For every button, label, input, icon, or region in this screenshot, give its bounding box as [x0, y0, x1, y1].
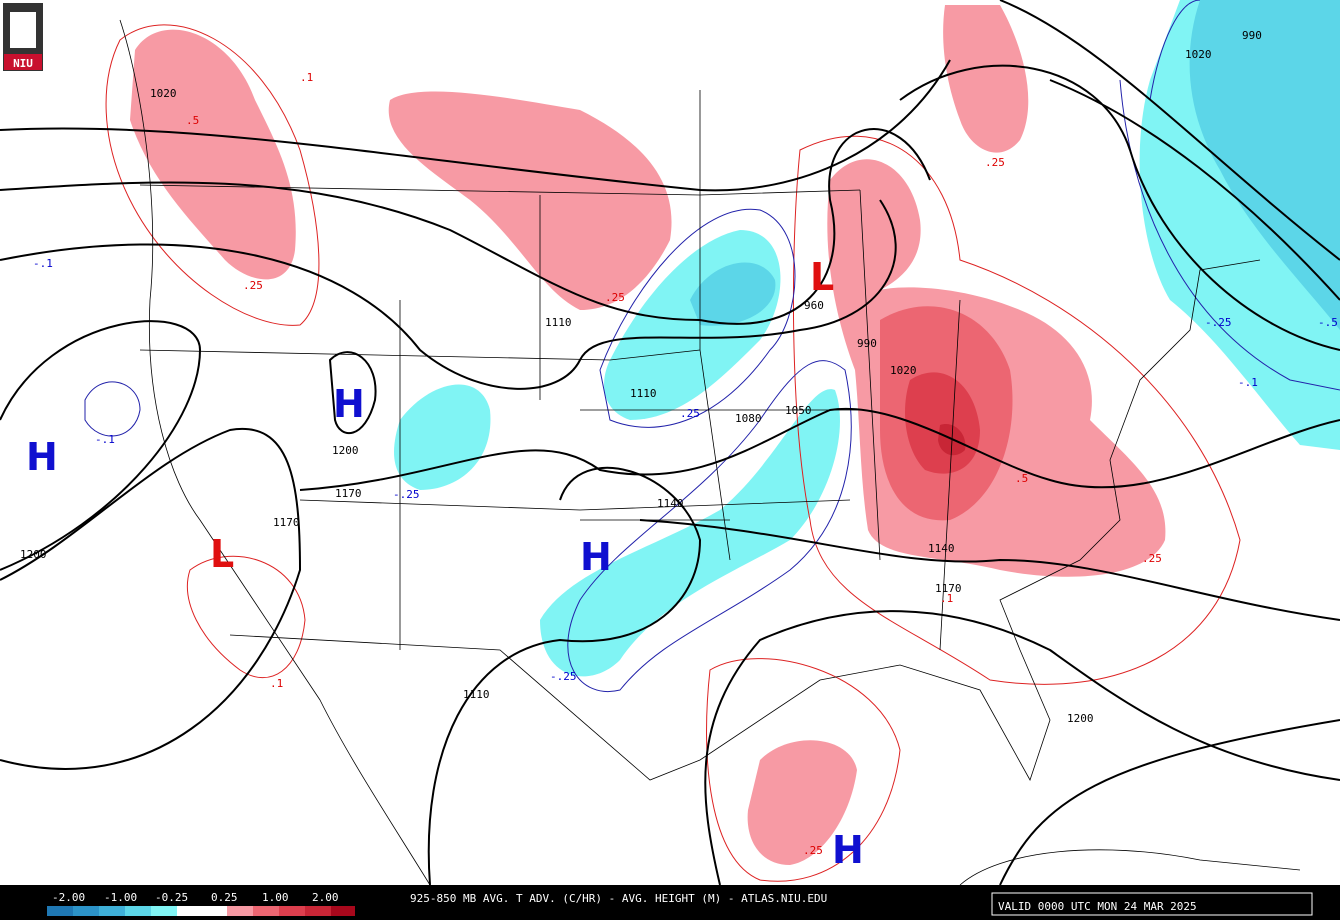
- cold-label: -.1: [1238, 376, 1258, 389]
- warm-label: .25: [985, 156, 1005, 169]
- height-label: 1170: [335, 487, 362, 500]
- cold-label: -.1: [33, 257, 53, 270]
- height-label: 1140: [928, 542, 955, 555]
- logo: NIU: [3, 3, 43, 71]
- height-label: 1170: [273, 516, 300, 529]
- height-label: 1200: [332, 444, 359, 457]
- height-label: 990: [857, 337, 877, 350]
- footer: -2.00 -1.00 -0.25 0.25 1.00 2.00 925-850…: [0, 885, 1340, 920]
- warm-advection: [130, 5, 1166, 865]
- colorbar-label: -0.25: [155, 891, 188, 904]
- warm-label: .5: [186, 114, 199, 127]
- cold-label: -.25: [393, 488, 420, 501]
- height-label: 1200: [1067, 712, 1094, 725]
- warm-label: .25: [803, 844, 823, 857]
- cold-label: .25: [680, 407, 700, 420]
- height-label: 1140: [657, 497, 684, 510]
- height-label: 1110: [545, 316, 572, 329]
- map-title: 925-850 MB AVG. T ADV. (C/HR) - AVG. HEI…: [410, 892, 827, 905]
- height-label: 990: [1242, 29, 1262, 42]
- colorbar-label: 0.25: [211, 891, 238, 904]
- height-label: 1110: [463, 688, 490, 701]
- colorbar-label: 1.00: [262, 891, 289, 904]
- logo-text: NIU: [13, 57, 33, 70]
- high-center: H: [26, 435, 58, 479]
- height-label: 1110: [630, 387, 657, 400]
- warm-labels: .1 .5 .25 .25 .25 .1 .1 .25 .25 .5: [186, 71, 1162, 857]
- colorbar-label: -2.00: [52, 891, 85, 904]
- colorbar: [47, 906, 355, 916]
- cold-labels: -.1 -.1 -.25 -.25 -.1 -.25 .25 -.5: [33, 257, 1338, 683]
- height-label: 1170: [935, 582, 962, 595]
- advection-contours: [84, 0, 1340, 882]
- cold-label: -.25: [1205, 316, 1232, 329]
- high-center: H: [333, 382, 365, 426]
- colorbar-label: -1.00: [104, 891, 137, 904]
- valid-time: VALID 0000 UTC MON 24 MAR 2025: [998, 900, 1197, 913]
- low-center: L: [810, 255, 834, 299]
- height-contours: [0, 0, 1340, 886]
- warm-label: .25: [605, 291, 625, 304]
- warm-label: .25: [1142, 552, 1162, 565]
- cold-advection: [394, 0, 1340, 677]
- cold-label: -.1: [95, 433, 115, 446]
- height-label: 1020: [150, 87, 177, 100]
- warm-label: .1: [300, 71, 313, 84]
- high-center: H: [832, 828, 864, 872]
- warm-label: .1: [270, 677, 283, 690]
- pressure-centers: H H H H L L: [26, 255, 864, 872]
- warm-label: .5: [1015, 472, 1028, 485]
- height-label: 1050: [785, 404, 812, 417]
- height-labels: 1020 1110 1110 1080 1050 1200 1170 1170 …: [20, 29, 1262, 725]
- cold-label: -.25: [550, 670, 577, 683]
- height-label: 1020: [890, 364, 917, 377]
- warm-label: .1: [940, 592, 953, 605]
- height-label: 1200: [20, 548, 47, 561]
- cold-label: -.5: [1318, 316, 1338, 329]
- height-label: 1020: [1185, 48, 1212, 61]
- warm-label: .25: [243, 279, 263, 292]
- colorbar-label: 2.00: [312, 891, 339, 904]
- height-label: 1080: [735, 412, 762, 425]
- height-label: 960: [804, 299, 824, 312]
- borders: [119, 19, 1301, 886]
- high-center: H: [580, 535, 612, 579]
- low-center: L: [210, 532, 234, 576]
